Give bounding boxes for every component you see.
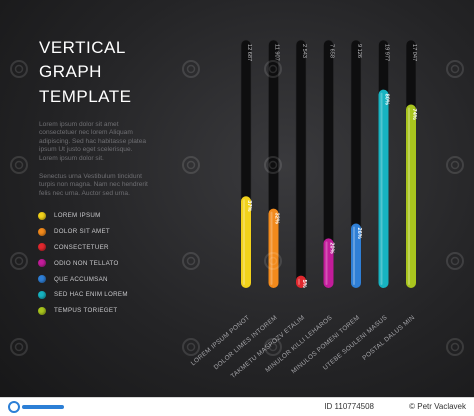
bar-total-label: 12 687 <box>246 44 252 61</box>
bar-highlight <box>408 107 410 285</box>
legend-item: QUE ACCUMSAN <box>38 271 168 287</box>
title-line-2: GRAPH <box>39 62 102 81</box>
legend-dot <box>38 211 46 220</box>
secondary-paragraph: Senectus urna Vestibulum tincidunt turpi… <box>39 173 148 197</box>
legend-item: ODIO NON TELLATO <box>38 255 168 271</box>
bar <box>323 238 334 288</box>
bar-percent-label: 20% <box>329 242 335 253</box>
watermark-swirl-icon <box>264 338 282 356</box>
bar-percent-label: 80% <box>384 94 390 105</box>
bar-total-label: 19 977 <box>384 44 390 61</box>
bar <box>378 89 389 288</box>
bar-percent-label: 37% <box>246 200 252 211</box>
intro-paragraph: Lorem ipsum dolor sit amet consectetuer … <box>39 121 147 162</box>
bar-highlight <box>353 226 355 285</box>
watermark-swirl-icon <box>446 156 464 174</box>
legend-item: DOLOR SIT AMET <box>38 224 168 240</box>
bar-highlight <box>380 92 383 285</box>
watermark-swirl-icon <box>10 60 28 78</box>
legend-dot <box>38 243 46 252</box>
bar-highlight <box>325 241 328 285</box>
legend-label: SED HAC ENIM LOREM <box>54 291 128 299</box>
watermark-swirl-icon <box>182 338 200 356</box>
legend-item: LOREM IPSUM <box>38 208 168 224</box>
watermark-swirl-icon <box>182 156 200 174</box>
watermark-swirl-icon <box>182 252 200 270</box>
watermark-swirl-icon <box>446 60 464 78</box>
bar-highlight <box>270 211 273 285</box>
legend-dot <box>38 290 46 299</box>
bar-total-label: 17 047 <box>411 44 417 61</box>
legend-dot <box>38 259 46 268</box>
bar-percent-label: 26% <box>356 228 362 239</box>
watermark-swirl-icon <box>264 60 282 78</box>
title-line-3: TEMPLATE <box>39 87 132 106</box>
bar <box>351 223 361 288</box>
bar-total-label: 2 543 <box>301 44 307 58</box>
bar-percent-label: 74% <box>411 108 417 119</box>
bar <box>406 104 416 288</box>
legend-dot <box>38 306 46 315</box>
legend-dot <box>38 275 46 284</box>
bar-percent-label: 5% <box>301 280 307 288</box>
bar-track <box>295 39 307 289</box>
legend-label: DOLOR SIT AMET <box>54 228 111 236</box>
watermark-swirl-icon <box>446 252 464 270</box>
bar <box>241 196 251 288</box>
image-id: ID 110774508 <box>324 402 374 411</box>
legend-label: QUE ACCUMSAN <box>54 275 108 283</box>
watermark-swirl-icon <box>182 60 200 78</box>
legend-label: ODIO NON TELLATO <box>54 259 119 267</box>
legend-item: TEMPUS TORIEGET <box>38 303 168 319</box>
stock-footer: ID 110774508 © Petr Vaclavek <box>0 397 474 416</box>
legend-item: SED HAC ENIM LOREM <box>38 287 168 303</box>
legend-label: LOREM IPSUM <box>54 212 101 220</box>
legend: LOREM IPSUM DOLOR SIT AMET CONSECTETUER … <box>38 208 168 319</box>
title-line-1: VERTICAL <box>39 38 126 57</box>
bar-total-label: 7 658 <box>329 44 335 58</box>
author-credit: © Petr Vaclavek <box>409 402 466 411</box>
watermark-swirl-icon <box>10 338 28 356</box>
watermark-swirl-icon <box>264 156 282 174</box>
watermark-swirl-icon <box>446 338 464 356</box>
bar <box>296 275 306 288</box>
watermark-swirl-icon <box>10 156 28 174</box>
bar-highlight <box>298 278 300 285</box>
watermark-swirl-icon <box>10 252 28 270</box>
bar-total-label: 11 907 <box>274 44 280 61</box>
watermark-swirl-icon <box>264 252 282 270</box>
bar-total-label: 9 126 <box>356 44 362 58</box>
legend-label: CONSECTETUER <box>54 243 109 251</box>
legend-label: TEMPUS TORIEGET <box>54 307 118 315</box>
dreamstime-logo <box>8 401 64 413</box>
bar-percent-label: 32% <box>274 213 280 224</box>
bar-highlight <box>243 199 245 285</box>
legend-dot <box>38 227 46 236</box>
legend-item: CONSECTETUER <box>38 240 168 256</box>
category-tick-label: POSTAL DALUS MIN <box>361 314 416 362</box>
bar <box>268 208 279 288</box>
